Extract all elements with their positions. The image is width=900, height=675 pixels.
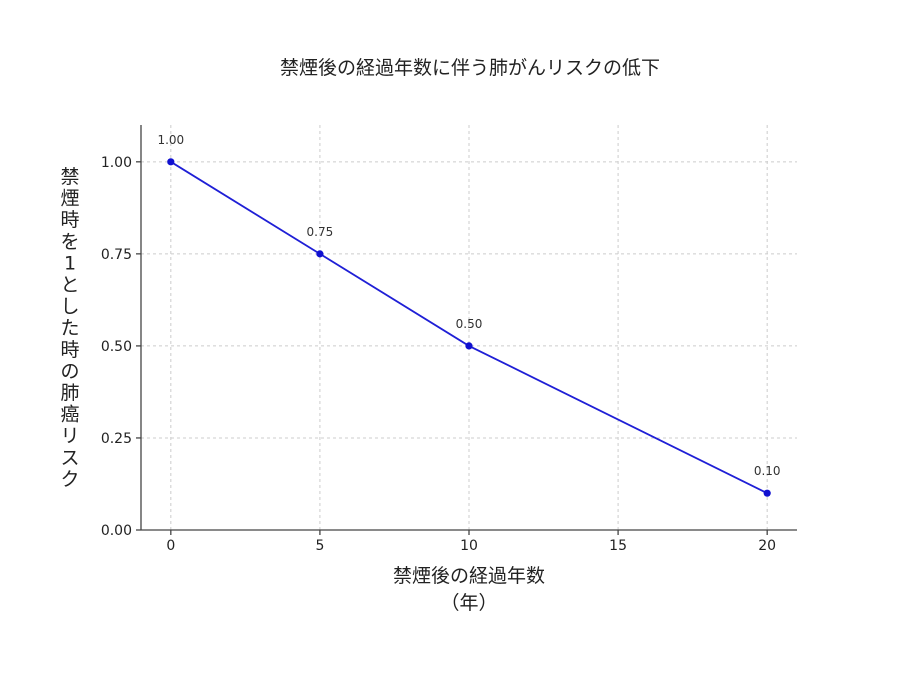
x-tick-label-0: 0 [166,538,175,554]
x-tick-label-2: 10 [460,538,478,554]
y-axis-label-char-11: 癌 [60,404,79,426]
tick-labels: 0 5 10 15 20 0.00 0.25 0.50 0.75 1.00 [101,155,776,554]
data-label-2: 0.50 [456,317,483,331]
y-tick-label-1: 0.25 [101,431,132,447]
y-axis-label-char-14: ク [60,468,79,490]
risk-line [170,161,768,494]
y-axis-label-char-6: し [60,296,79,318]
y-axis-label-char-9: の [60,360,79,382]
chart-title: 禁煙後の経過年数に伴う肺がんリスクの低下 [280,57,660,79]
y-tick-label-2: 0.50 [101,339,132,355]
y-axis-label-char-13: ス [60,447,79,469]
series-line [167,158,771,497]
y-tick-label-3: 0.75 [101,247,132,263]
x-tick-label-4: 20 [758,538,776,554]
data-point-0 [167,158,175,166]
y-axis-label-char-12: リ [60,425,79,447]
grid-lines [141,125,797,531]
y-axis-label-char-4: 1 [64,252,76,274]
data-label-0: 1.00 [157,133,184,147]
data-point-1 [316,250,324,258]
y-tick-label-0: 0.00 [101,523,132,539]
y-axis-label-char-1: 煙 [60,188,79,210]
x-tick-label-3: 15 [609,538,627,554]
data-point-3 [763,489,771,497]
y-axis-label-char-7: た [60,317,79,339]
y-axis-label-char-3: を [60,231,79,253]
axes [136,125,797,535]
x-tick-label-1: 5 [315,538,324,554]
y-axis-label-char-5: と [60,274,79,296]
x-axis-unit-label: （年） [440,592,497,614]
data-point-2 [465,342,473,350]
data-label-3: 0.10 [754,464,781,478]
y-axis-label-char-10: 肺 [60,382,79,404]
data-label-1: 0.75 [307,225,334,239]
y-tick-label-4: 1.00 [101,155,132,171]
data-labels: 1.00 0.75 0.50 0.10 [157,133,780,478]
y-axis-label-char-2: 時 [60,209,79,231]
x-axis-label: 禁煙後の経過年数 [393,565,545,587]
y-axis-label-char-0: 禁 [60,166,79,188]
y-axis-label-char-8: 時 [60,339,79,361]
